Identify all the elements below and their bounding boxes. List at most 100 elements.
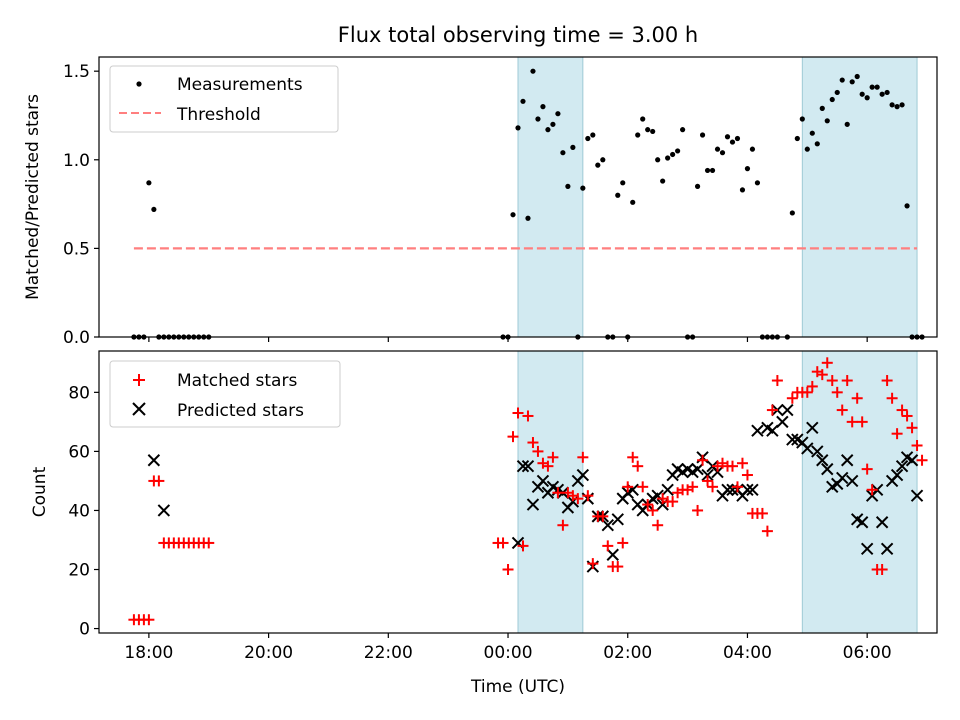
- measurement-point: [714, 146, 721, 152]
- matched-star-point: [522, 410, 534, 422]
- measurement-point: [884, 89, 890, 96]
- top-observing-window-0: [517, 56, 584, 338]
- bottom-y-ticks: 0 20 40 60 80: [68, 383, 99, 640]
- bottom-observing-window-1: [801, 350, 918, 634]
- measurement-point: [615, 192, 621, 198]
- predicted-star-point: [751, 424, 764, 437]
- matched-star-point: [572, 493, 584, 505]
- matched-star-point: [866, 484, 878, 496]
- matched-star-point: [502, 564, 514, 576]
- matched-star-point: [761, 525, 773, 537]
- top-y-tick-label: 1.5: [63, 62, 90, 82]
- matched-star-point: [836, 404, 848, 416]
- measurement-point: [665, 155, 671, 161]
- bottom-observing-windows: [517, 350, 918, 634]
- predicted-star-point: [701, 468, 714, 482]
- matched-star-point: [846, 416, 858, 428]
- measurement-point: [894, 104, 900, 110]
- legend-matched-marker: [133, 374, 145, 386]
- matched-star-point: [587, 558, 599, 570]
- predicted-star-point: [821, 462, 834, 476]
- measurement-point: [694, 183, 701, 189]
- matched-star-point: [617, 537, 629, 549]
- matched-star-point: [816, 369, 828, 381]
- matched-star-point: [831, 386, 843, 398]
- matched-star-point: [771, 375, 783, 387]
- predicted-star-point: [157, 504, 171, 517]
- matched-star-point: [906, 422, 918, 434]
- measurement-point: [635, 132, 641, 138]
- predicted-star-point: [781, 403, 794, 417]
- measurement-point: [834, 89, 840, 96]
- measurement-point: [814, 141, 820, 147]
- predicted-star-point: [855, 516, 869, 529]
- bottom-y-tick-label: 80: [68, 383, 90, 403]
- predicted-star-point: [836, 471, 849, 485]
- matched-star-point: [647, 504, 659, 516]
- top-y-tick-label: 1.0: [63, 151, 90, 171]
- predicted-star-point: [601, 519, 614, 532]
- measurement-point: [680, 127, 686, 133]
- top-y-ticks: 0.0 0.5 1.0 1.5: [63, 62, 99, 348]
- predicted-star-point: [776, 415, 789, 429]
- matched-star-point: [821, 357, 833, 369]
- measurement-point: [874, 84, 880, 90]
- matched-star-point: [532, 445, 544, 457]
- matched-star-point: [801, 386, 813, 398]
- matched-star-point: [527, 437, 539, 449]
- x-tick-label: 02:00: [603, 643, 652, 663]
- x-tick-label: 04:00: [723, 643, 772, 663]
- matched-star-point: [597, 510, 609, 522]
- measurement-point: [655, 157, 661, 163]
- matched-star-point: [642, 499, 654, 511]
- x-tick-label: 00:00: [484, 643, 533, 663]
- measurement-point: [854, 73, 860, 80]
- measurement-point: [146, 180, 152, 186]
- predicted-star-point: [606, 548, 619, 561]
- measurement-point: [734, 135, 741, 142]
- measurement-point: [590, 132, 596, 138]
- matched-star-point: [622, 481, 634, 493]
- matched-star-point: [911, 439, 923, 451]
- matched-star-point: [692, 504, 704, 516]
- measurement-point: [869, 84, 875, 90]
- measurement-point: [595, 162, 601, 168]
- measurement-point: [849, 79, 855, 85]
- predicted-star-point: [845, 474, 859, 488]
- measurement-point: [744, 166, 751, 172]
- predicted-star-point: [880, 542, 894, 556]
- matched-star-point: [861, 463, 873, 475]
- ratio-panel: 0.0 0.5 1.0 1.5 Matched/Predicted stars Mea…: [23, 56, 938, 348]
- predicted-star-point: [811, 445, 824, 458]
- matched-star-point: [687, 481, 699, 493]
- top-y-tick-label: 0.0: [63, 328, 90, 348]
- matched-star-point: [517, 540, 529, 552]
- matched-star-point: [806, 380, 818, 392]
- measurement-point: [704, 167, 711, 174]
- matched-star-point: [512, 407, 524, 419]
- predicted-star-point: [611, 513, 624, 526]
- measurement-point: [864, 95, 870, 101]
- measurement-point: [565, 183, 571, 189]
- predicted-star-point: [816, 454, 829, 467]
- matched-star-point: [851, 392, 863, 404]
- predicted-star-point: [860, 542, 874, 556]
- predicted-star-point: [691, 462, 704, 476]
- count-panel: 0 20 40 60 80 18:00 20:00 22:00 00:00 02:00 04:00…: [30, 350, 938, 697]
- bottom-y-tick-label: 0: [79, 620, 90, 640]
- predicted-star-point: [801, 442, 814, 455]
- matched-star-point: [886, 392, 898, 404]
- measurement-point: [570, 144, 576, 150]
- top-axes-frame: [98, 56, 938, 338]
- matched-star-point: [901, 410, 913, 422]
- bottom-legend-box: [109, 360, 341, 428]
- matched-star-point: [697, 454, 709, 466]
- matched-star-point: [637, 481, 649, 493]
- matched-star-point: [881, 375, 893, 387]
- measurement-point: [799, 116, 805, 122]
- measurement-point: [670, 151, 676, 158]
- matched-star-point: [542, 460, 554, 472]
- chart-title: Flux total observing time = 3.00 h: [338, 23, 698, 47]
- matched-star-point: [707, 481, 719, 493]
